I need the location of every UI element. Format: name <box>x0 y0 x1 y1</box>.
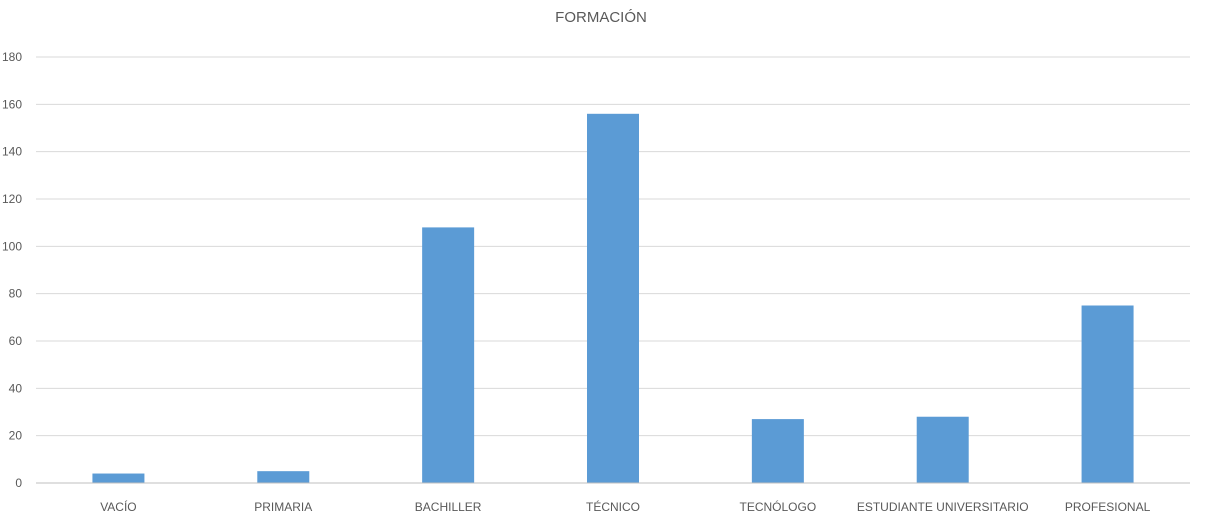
x-category-label: TÉCNICO <box>586 499 640 514</box>
x-category-label: ESTUDIANTE UNIVERSITARIO <box>857 500 1029 514</box>
x-category-label: PRIMARIA <box>254 500 312 514</box>
bar-4 <box>751 419 804 483</box>
x-axis-category-labels: VACÍO PRIMARIA BACHILLER TÉCNICO TECNÓLOGO ES… <box>100 499 1150 514</box>
y-tick-label: 180 <box>2 50 22 64</box>
bars <box>92 113 1134 484</box>
y-tick-label: 160 <box>2 97 22 111</box>
x-category-label: VACÍO <box>100 499 136 514</box>
bar-3 <box>587 113 639 484</box>
bar-5 <box>916 416 969 483</box>
bar-0 <box>92 473 145 483</box>
y-tick-label: 140 <box>2 145 22 159</box>
y-tick-label: 20 <box>9 429 23 443</box>
y-tick-label: 60 <box>9 334 23 348</box>
y-tick-label: 0 <box>15 476 22 490</box>
y-tick-label: 40 <box>9 381 23 395</box>
y-tick-label: 80 <box>9 287 23 301</box>
bar-6 <box>1081 305 1134 483</box>
x-category-label: BACHILLER <box>415 500 482 514</box>
chart-title: FORMACIÓN <box>555 9 647 26</box>
bar-1 <box>257 471 310 483</box>
y-axis-tick-labels: 0 20 40 60 80 100 120 140 160 180 <box>2 50 22 490</box>
y-tick-label: 100 <box>2 239 22 253</box>
x-category-label: PROFESIONAL <box>1065 500 1151 514</box>
y-tick-label: 120 <box>2 192 22 206</box>
bar-2 <box>422 227 475 483</box>
x-category-label: TECNÓLOGO <box>740 499 817 514</box>
